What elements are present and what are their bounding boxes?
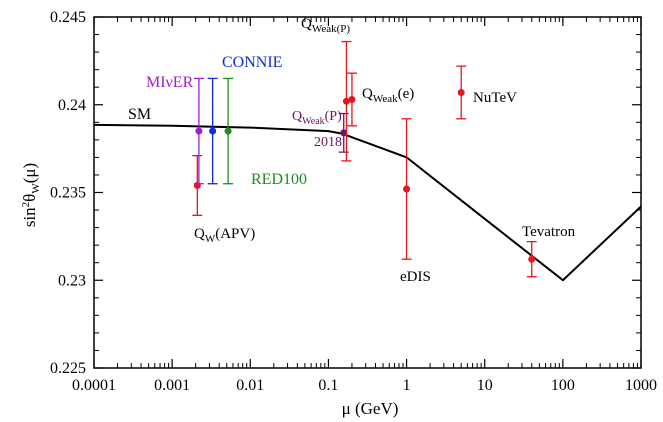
label-red100: RED100 [251,171,307,188]
sm-curve-label: SM [128,106,151,123]
data-point [528,255,536,263]
measurement-point [341,40,352,162]
y-tick-label: 0.245 [50,9,86,26]
x-tick-label: 10 [477,377,493,394]
data-points-layer [192,40,537,278]
projection-point [193,77,204,185]
x-tick-label: 0.001 [154,377,190,394]
data-point [342,97,350,105]
x-tick-label: 0.0001 [72,377,116,394]
y-tick-label: 0.23 [58,272,86,289]
x-tick-label: 0.01 [236,377,264,394]
data-point [195,127,203,135]
measurement-point [192,154,203,216]
y-tick-label: 0.24 [58,97,86,114]
x-axis-label: μ (GeV) [342,399,399,418]
x-tick-label: 0.1 [318,377,338,394]
projection-point [207,77,218,185]
x-tick-label: 1 [403,377,411,394]
label-qw-apv: QW(APV) [194,226,255,245]
y-axis-label: sin2θW(μ) [20,163,42,227]
measurement-point [526,240,537,278]
label-miner: MIνER [146,74,194,91]
sm-curve-line [93,123,642,282]
label-qweak-e: QWeak(e) [362,86,414,105]
data-point [340,129,348,137]
measurement-point [401,118,412,260]
label-qweak-p: QWeak(P) [301,16,350,35]
label-edis: eDIS [400,269,431,285]
label-tevatron: Tevatron [522,224,576,240]
label-nutev: NuTeV [473,90,517,106]
label-connie: CONNIE [222,54,282,71]
measurement-point [346,72,357,127]
sm-curve-layer [93,123,642,282]
label-qweak-p-2018: QWeak(P) [292,109,342,127]
data-point [224,127,232,135]
projection-point [223,77,234,185]
x-tick-label: 1000 [625,377,657,394]
y-tick-label: 0.235 [50,185,86,202]
tick-layer: 0.0001 0.001 0.01 0.1 1 10 100 1000 0.225 0.23 0.2… [50,9,657,394]
measurement-point [456,65,467,120]
x-tick-label: 100 [551,377,575,394]
data-point [193,181,201,189]
y-tick-label: 0.225 [50,360,86,377]
data-point [209,127,217,135]
data-point [348,95,356,103]
data-point [457,88,465,96]
point-labels-layer: SM QW(APV) QWeak(P) QWeak(e) QWeak(P) 20… [128,16,576,285]
svg-text:sin2θW(μ): sin2θW(μ) [20,163,42,227]
label-qweak-p-2018-year: 2018 [314,135,342,150]
data-point [403,185,411,193]
plot-frame [93,16,642,369]
